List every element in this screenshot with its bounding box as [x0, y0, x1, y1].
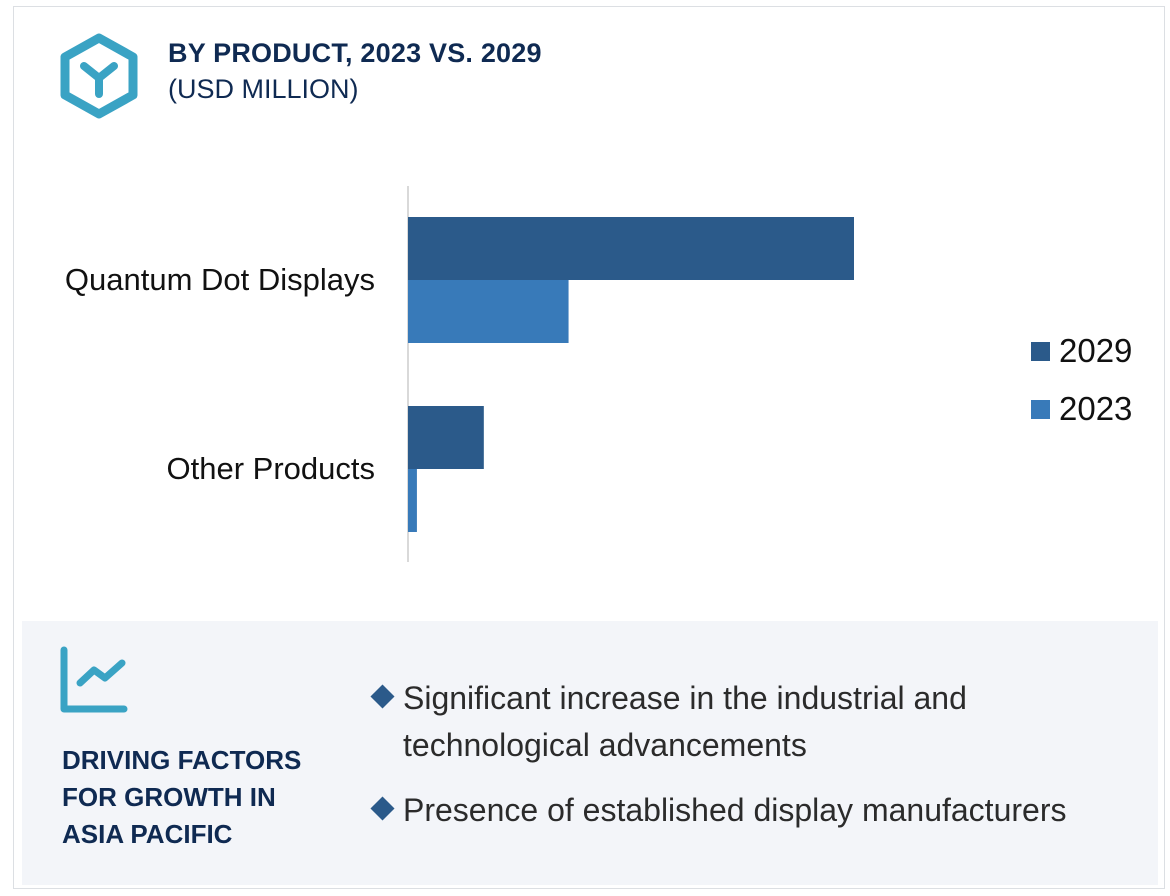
- panel-heading-line: ASIA PACIFIC: [62, 819, 233, 849]
- list-item-text: Presence of established display manufact…: [403, 792, 1067, 828]
- chart-title: BY PRODUCT, 2023 VS. 2029: [168, 38, 542, 68]
- bar-chart: Quantum Dot Displays Other Products: [65, 186, 854, 562]
- driving-factors-list: Significant increase in the industrial a…: [368, 675, 1148, 852]
- bar-2023-other-products: [408, 469, 417, 532]
- category-label: Quantum Dot Displays: [65, 262, 375, 297]
- diamond-bullet-icon: [370, 684, 395, 709]
- list-item: Presence of established display manufact…: [368, 787, 1148, 834]
- bar-2029-other-products: [408, 406, 484, 469]
- chart-subtitle: (USD MILLION): [168, 74, 359, 104]
- bar-2023-quantum-dot-displays: [408, 280, 569, 343]
- legend-item-2023: 2023: [1031, 380, 1132, 438]
- category-label: Other Products: [167, 451, 375, 486]
- panel-heading: DRIVING FACTORS FOR GROWTH IN ASIA PACIF…: [62, 742, 352, 853]
- chart-legend: 2029 2023: [1031, 322, 1132, 438]
- list-item-text: Significant increase in the industrial a…: [403, 680, 967, 763]
- driving-factors-panel: [22, 621, 1158, 885]
- legend-swatch: [1031, 399, 1050, 419]
- legend-swatch: [1031, 341, 1050, 361]
- panel-heading-line: FOR GROWTH IN: [62, 782, 276, 812]
- legend-label: 2029: [1059, 332, 1133, 369]
- panel-heading-line: DRIVING FACTORS: [62, 745, 302, 775]
- legend-label: 2023: [1059, 390, 1133, 427]
- list-item: Significant increase in the industrial a…: [368, 675, 1148, 769]
- legend-item-2029: 2029: [1031, 322, 1132, 380]
- trend-chart-icon: [60, 646, 128, 713]
- diamond-bullet-icon: [370, 796, 395, 821]
- hexagon-y-icon: [60, 33, 138, 119]
- bar-2029-quantum-dot-displays: [408, 217, 854, 280]
